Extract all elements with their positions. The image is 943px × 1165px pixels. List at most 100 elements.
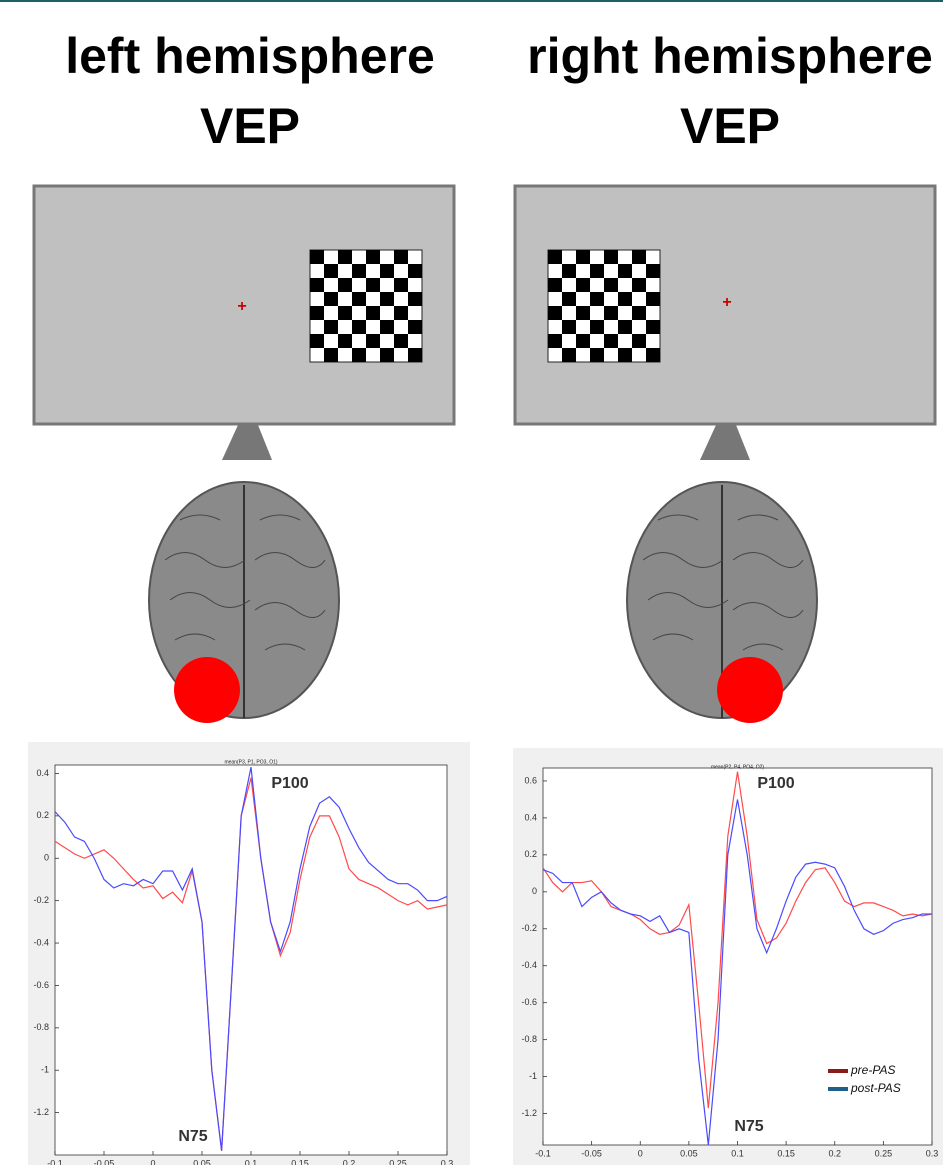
checker-square	[380, 348, 394, 362]
checker-square	[576, 334, 590, 348]
x-tick-label: 0.05	[193, 1158, 211, 1165]
checker-square	[310, 250, 324, 264]
x-tick-label: 0.3	[441, 1158, 454, 1165]
x-tick-label: 0.25	[389, 1158, 407, 1165]
checker-square	[590, 292, 604, 306]
checker-square	[646, 320, 660, 334]
checker-square	[352, 264, 366, 278]
legend-label: pre-PAS	[850, 1063, 895, 1077]
checker-square	[324, 264, 338, 278]
checker-square	[618, 320, 632, 334]
checker-square	[548, 250, 562, 264]
checker-square	[338, 306, 352, 320]
checker-square	[562, 320, 576, 334]
checker-square	[548, 306, 562, 320]
brain-left	[149, 482, 339, 723]
x-tick-label: -0.05	[94, 1158, 115, 1165]
x-tick-label: -0.05	[581, 1148, 602, 1158]
checker-square	[380, 320, 394, 334]
x-tick-label: -0.1	[535, 1148, 551, 1158]
x-tick-label: 0.2	[343, 1158, 356, 1165]
x-tick-label: -0.1	[47, 1158, 63, 1165]
svg-text:+: +	[722, 294, 731, 311]
y-tick-label: -0.8	[521, 1034, 537, 1044]
checker-square	[548, 334, 562, 348]
checker-square	[394, 278, 408, 292]
y-tick-label: -0.6	[521, 997, 537, 1007]
checker-square	[618, 292, 632, 306]
y-tick-label: -0.6	[33, 980, 49, 990]
y-tick-label: 0.2	[524, 849, 537, 859]
checker-square	[576, 306, 590, 320]
checker-square	[408, 292, 422, 306]
y-tick-label: 0.6	[524, 775, 537, 785]
brain-right	[627, 482, 817, 723]
checker-square	[548, 278, 562, 292]
checker-square	[338, 250, 352, 264]
annotation: N75	[734, 1118, 763, 1135]
y-tick-label: -0.2	[33, 895, 49, 905]
y-tick-label: -0.8	[33, 1022, 49, 1032]
figure: left hemisphere VEP right hemisphere VEP…	[0, 0, 943, 1165]
checker-square	[338, 334, 352, 348]
checker-square	[632, 278, 646, 292]
x-tick-label: 0.15	[777, 1148, 795, 1158]
checker-square	[618, 348, 632, 362]
heading: left hemisphere	[65, 28, 435, 84]
monitor-left: +	[34, 186, 454, 460]
checker-square	[562, 348, 576, 362]
checker-square	[646, 264, 660, 278]
checker-square	[646, 292, 660, 306]
checker-square	[632, 306, 646, 320]
checker-square	[394, 306, 408, 320]
checker-square	[604, 306, 618, 320]
checker-square	[408, 264, 422, 278]
checker-square	[394, 334, 408, 348]
legend-swatch	[828, 1069, 848, 1073]
y-tick-label: 0.2	[36, 810, 49, 820]
x-tick-label: 0.05	[680, 1148, 698, 1158]
checker-square	[408, 320, 422, 334]
checker-square	[338, 278, 352, 292]
chart-title: mean(P2, P4, PO4, O2)	[711, 764, 764, 770]
y-tick-label: 0.4	[524, 812, 537, 822]
checker-square	[324, 320, 338, 334]
annotation: P100	[271, 775, 308, 792]
checker-square	[366, 278, 380, 292]
checker-square	[310, 334, 324, 348]
checker-square	[380, 292, 394, 306]
checker-square	[604, 250, 618, 264]
chart-title: mean(P3, P1, PO3, O1)	[224, 759, 277, 765]
y-tick-label: -0.2	[521, 923, 537, 933]
y-tick-label: 0.4	[36, 768, 49, 778]
checker-square	[310, 278, 324, 292]
checker-square	[576, 278, 590, 292]
checker-square	[604, 334, 618, 348]
x-tick-label: 0	[150, 1158, 155, 1165]
y-tick-label: -1	[529, 1071, 537, 1081]
x-tick-label: 0.1	[731, 1148, 744, 1158]
checker-square	[590, 348, 604, 362]
checker-square	[618, 264, 632, 278]
checker-square	[352, 348, 366, 362]
heading: right hemisphere	[527, 28, 933, 84]
plot-area	[55, 765, 447, 1155]
checker-square	[366, 306, 380, 320]
checker-square	[590, 264, 604, 278]
x-tick-label: 0.15	[291, 1158, 309, 1165]
checker-square	[324, 348, 338, 362]
checker-square	[562, 292, 576, 306]
x-tick-label: 0.25	[875, 1148, 893, 1158]
y-tick-label: -1.2	[521, 1108, 537, 1118]
checker-square	[632, 334, 646, 348]
legend-swatch	[828, 1087, 848, 1091]
checker-square	[352, 292, 366, 306]
y-tick-label: 0	[44, 853, 49, 863]
checker-square	[590, 320, 604, 334]
x-tick-label: 0	[638, 1148, 643, 1158]
x-tick-label: 0.3	[926, 1148, 939, 1158]
y-tick-label: -1	[41, 1065, 49, 1075]
monitor-right: +	[515, 186, 935, 460]
checker-square	[352, 320, 366, 334]
checker-square	[408, 348, 422, 362]
